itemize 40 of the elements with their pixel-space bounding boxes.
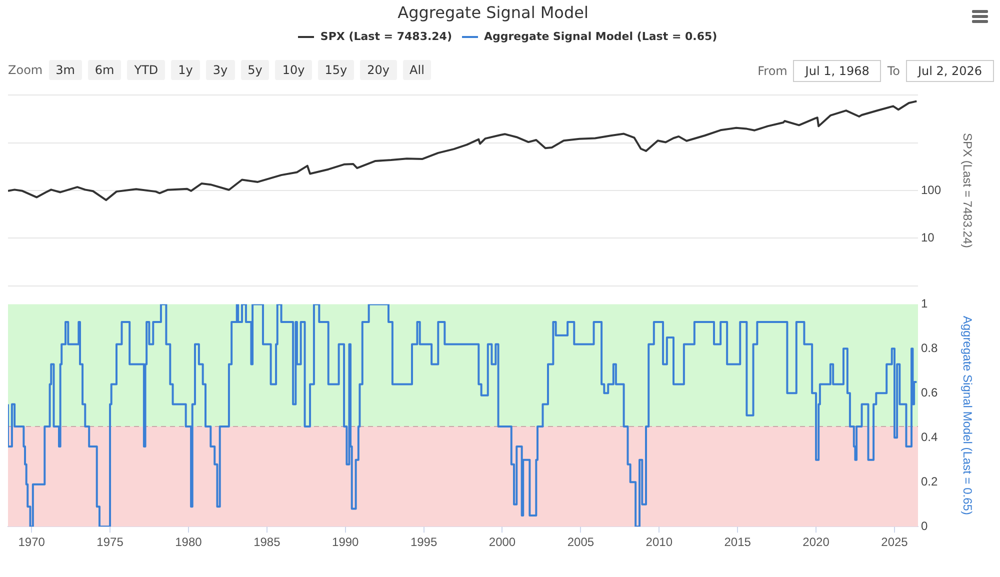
y-tick-label: 1 [921,296,928,311]
y-axis-title: Aggregate Signal Model (Last = 0.65) [960,316,974,515]
text: To [887,64,900,78]
legend-label: SPX (Last = 7483.24) [320,30,452,43]
y-tick-label: 0.8 [921,340,938,355]
range-button[interactable]: 1y [171,60,200,80]
x-tick-label: 2015 [724,535,752,550]
y-tick-label: 0.2 [921,474,938,488]
y-tick-label: 0.4 [921,430,938,444]
x-tick-label: 1970 [18,535,46,550]
date-field[interactable]: Jul 2, 2026 [906,60,994,82]
x-tick-label: 2000 [488,535,516,550]
x-tick-label: 2025 [881,535,908,550]
text: From [758,64,788,78]
x-tick-label: 1990 [332,535,360,550]
legend-label: Aggregate Signal Model (Last = 0.65) [484,30,718,43]
range-button[interactable]: 20y [360,60,397,80]
x-tick-label: 1995 [410,535,438,550]
x-tick-label: 1985 [254,535,281,550]
y-tick-label: 0.6 [921,385,938,400]
x-tick-label: 2005 [567,535,594,550]
x-tick-label: 1975 [96,535,124,550]
text: Zoom [8,63,43,77]
range-button[interactable]: 5y [240,60,270,80]
x-tick-label: 1980 [175,535,202,550]
range-button[interactable]: 3y [206,60,235,80]
range-button[interactable]: 6m [88,60,122,80]
x-tick-label: 2020 [802,535,830,550]
range-button[interactable]: All [402,60,432,80]
range-button[interactable]: 3m [48,60,82,80]
range-button[interactable]: YTD [127,60,166,80]
x-tick-label: 2010 [646,535,673,550]
date-field[interactable]: Jul 1, 1968 [793,60,882,82]
range-button[interactable]: 15y [318,60,354,80]
y-tick-label: 10 [921,230,935,244]
y-tick-label: 100 [921,182,942,197]
y-axis-title: SPX (Last = 7483.24) [960,132,974,248]
y-tick-label: 0 [921,518,928,533]
chart-title: Aggregate Signal Model [398,2,588,22]
range-button[interactable]: 10y [275,60,312,80]
